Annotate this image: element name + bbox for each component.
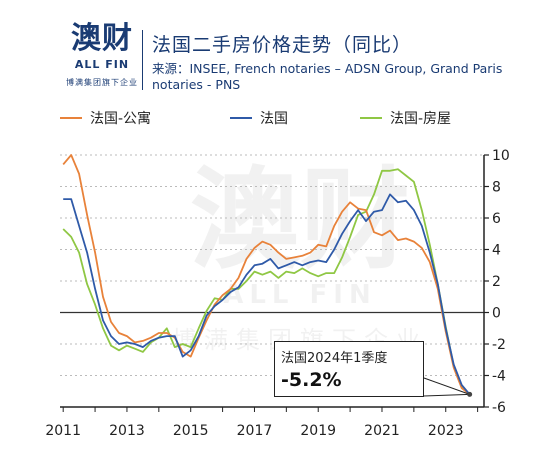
- legend-swatch-france: [230, 117, 252, 119]
- series-line-2: [62, 168, 471, 396]
- logo-sub: 博满集团旗下企业: [66, 78, 138, 87]
- x-tick-label-2011: 2011: [45, 423, 81, 439]
- x-tick-label-2019: 2019: [300, 423, 336, 439]
- legend: 法国-公寓 法国 法国-房屋: [0, 108, 554, 128]
- y-tick-label-2: 2: [492, 274, 501, 290]
- annotation-point: [467, 391, 473, 397]
- annotation-label: 法国2024年1季度: [281, 351, 388, 366]
- chart-title: 法国二手房价格走势（同比）: [152, 34, 413, 56]
- y-tick-label-0: 0: [492, 306, 501, 322]
- annotation-box: 法国2024年1季度 -5.2%: [274, 341, 424, 397]
- y-tick-label-10: 10: [492, 148, 510, 164]
- legend-swatch-apartment: [60, 117, 82, 119]
- legend-label-apartment: 法国-公寓: [90, 111, 152, 127]
- y-tick-label-8: 8: [492, 180, 501, 196]
- logo-en: ALL FIN: [74, 58, 130, 71]
- annotation-value: -5.2%: [281, 369, 342, 391]
- logo: 澳财 ALL FIN 博满集团旗下企业: [66, 22, 138, 100]
- x-tick-label-2017: 2017: [237, 423, 273, 439]
- x-tick-label-2023: 2023: [428, 423, 464, 439]
- series-line-0: [62, 154, 471, 396]
- annotation-leader-bottom: [423, 393, 470, 397]
- series-line-1: [63, 193, 471, 395]
- chart-source: 来源：INSEE, French notaries – ADSN Group, …: [152, 61, 503, 92]
- legend-swatch-house: [360, 117, 382, 119]
- y-tick-label--2: -2: [492, 337, 506, 353]
- y-tick-label-6: 6: [492, 211, 501, 227]
- legend-label-france: 法国: [260, 111, 288, 127]
- y-tick-label--4: -4: [492, 369, 506, 385]
- annotation-leader-top: [423, 377, 470, 395]
- legend-label-house: 法国-房屋: [390, 111, 452, 127]
- y-tick-label-4: 4: [492, 243, 501, 259]
- title-divider: [142, 30, 143, 90]
- y-tick-label--6: -6: [492, 400, 506, 416]
- x-tick-label-2015: 2015: [173, 423, 209, 439]
- x-tick-label-2021: 2021: [364, 423, 400, 439]
- logo-text: 澳财: [71, 21, 133, 56]
- x-tick-label-2013: 2013: [109, 423, 145, 439]
